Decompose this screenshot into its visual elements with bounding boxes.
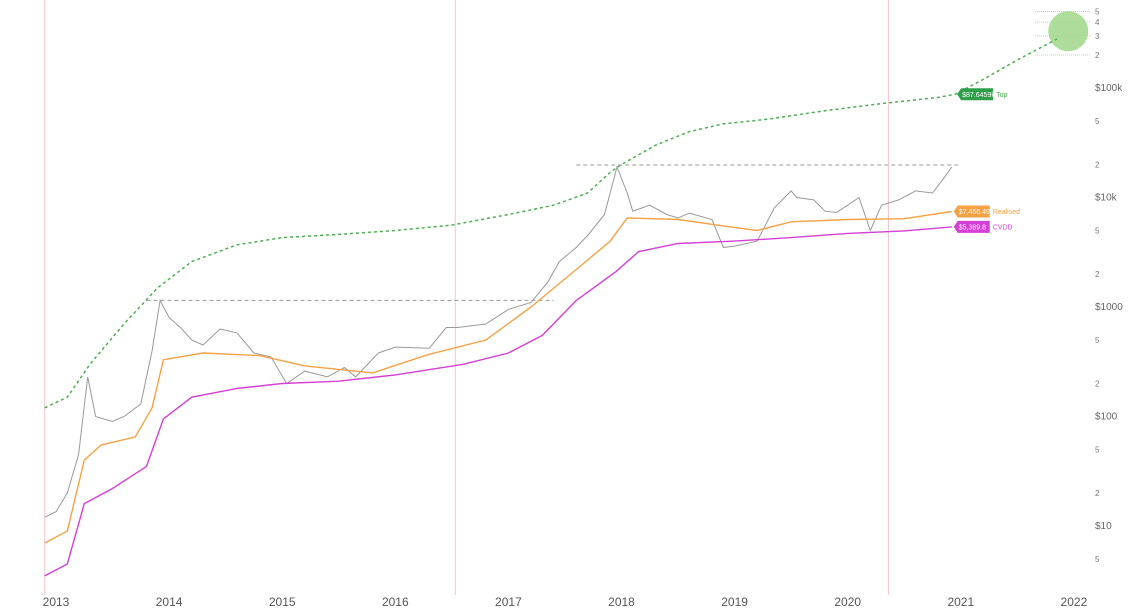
x-tick-label: 2014 bbox=[156, 595, 183, 609]
x-tick-label: 2020 bbox=[834, 595, 861, 609]
x-tick-label: 2022 bbox=[1061, 595, 1088, 609]
y-tick-label: $100 bbox=[1095, 412, 1118, 423]
y-tick-label: 5 bbox=[1095, 117, 1100, 126]
y-tick-label: 5 bbox=[1095, 336, 1100, 345]
series-tag-realised bbox=[953, 205, 990, 218]
projection-circle bbox=[1048, 11, 1089, 52]
x-tick-label: 2017 bbox=[495, 595, 522, 609]
y-tick-label: 4 bbox=[1095, 18, 1100, 27]
series-line-cvdd bbox=[44, 226, 952, 577]
series-legend-label: Top bbox=[996, 92, 1007, 99]
y-tick-label: 2 bbox=[1095, 380, 1100, 389]
x-tick-label: 2016 bbox=[382, 595, 409, 609]
y-tick-label: $10 bbox=[1095, 521, 1112, 532]
y-tick-label: 5 bbox=[1095, 445, 1100, 454]
y-tick-label: 5 bbox=[1095, 7, 1100, 16]
series-line-top bbox=[44, 38, 1058, 409]
x-tick-label: 2013 bbox=[43, 595, 70, 609]
y-tick-label: 3 bbox=[1095, 32, 1100, 41]
series-legend-label: CVDD bbox=[993, 224, 1013, 231]
series-line-price bbox=[44, 165, 953, 518]
series-tag-top bbox=[957, 88, 994, 101]
y-tick-label: 5 bbox=[1095, 555, 1100, 564]
series-tag-value: $87.6459k bbox=[962, 92, 995, 99]
y-tick-label: $1000 bbox=[1095, 302, 1123, 313]
y-tick-label: 5 bbox=[1095, 226, 1100, 235]
series-line-realised bbox=[44, 210, 952, 544]
y-tick-label: $10k bbox=[1095, 193, 1118, 204]
x-tick-label: 2018 bbox=[608, 595, 635, 609]
y-tick-label: 2 bbox=[1095, 270, 1100, 279]
series-tag-value: $5,389.8 bbox=[959, 224, 986, 231]
series-tag-value: $7,456.49 bbox=[959, 209, 990, 216]
x-tick-label: 2021 bbox=[947, 595, 974, 609]
y-tick-label: 2 bbox=[1095, 51, 1100, 60]
y-tick-label: 2 bbox=[1095, 161, 1100, 170]
y-tick-label: $100k bbox=[1095, 83, 1123, 94]
series-legend-label: Realised bbox=[993, 209, 1020, 216]
series-tag-cvdd bbox=[953, 220, 990, 233]
x-tick-label: 2015 bbox=[269, 595, 296, 609]
y-tick-label: 2 bbox=[1095, 489, 1100, 498]
x-tick-label: 2019 bbox=[721, 595, 748, 609]
